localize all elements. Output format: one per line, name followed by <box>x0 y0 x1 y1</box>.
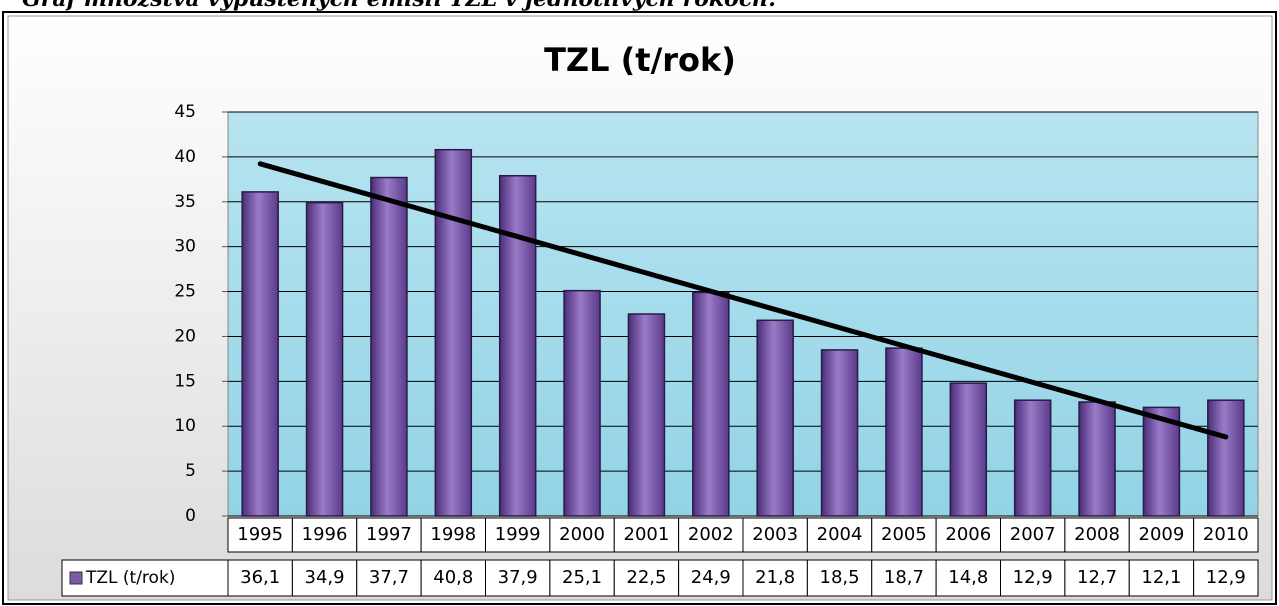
table-cell <box>1193 559 1259 597</box>
x-tick-label: 2008 <box>1074 524 1120 545</box>
y-tick-label: 45 <box>174 102 196 122</box>
chart-title: TZL (t/rok) <box>544 41 736 79</box>
x-tick-label: 2005 <box>881 524 927 545</box>
y-tick-label: 10 <box>174 416 196 436</box>
legend-swatch <box>69 571 83 585</box>
table-cell <box>549 559 615 597</box>
table-cell <box>935 559 1001 597</box>
y-tick-label: 25 <box>174 282 196 302</box>
table-cell <box>291 517 358 553</box>
table-cell <box>1064 559 1130 597</box>
table-cell <box>356 559 422 597</box>
y-tick-label: 0 <box>185 506 196 526</box>
bar <box>241 191 279 517</box>
table-cell <box>1064 517 1130 553</box>
data-label: 25,1 <box>562 567 602 588</box>
table-cell <box>1128 517 1195 553</box>
bar <box>627 313 666 517</box>
bar <box>885 347 923 517</box>
data-label: 40,8 <box>433 567 473 588</box>
x-tick-label: 1998 <box>430 524 476 545</box>
bar <box>498 174 537 517</box>
trendline <box>257 161 1229 440</box>
bar <box>1142 406 1181 517</box>
table-cell <box>742 517 808 553</box>
data-label: 22,5 <box>626 567 666 588</box>
data-label: 24,9 <box>691 567 731 588</box>
bar <box>1078 401 1116 517</box>
bar <box>949 382 988 517</box>
table-cell <box>613 559 680 597</box>
y-tick-label: 15 <box>174 371 196 391</box>
table-cell <box>1000 517 1066 553</box>
x-tick-label: 2009 <box>1139 524 1185 545</box>
y-tick-label: 40 <box>174 147 196 167</box>
table-cell <box>678 559 744 597</box>
table-cell <box>1000 559 1066 597</box>
table-cell <box>935 517 1001 553</box>
table-cell <box>1193 517 1259 553</box>
x-tick-label: 1995 <box>237 524 283 545</box>
bar <box>305 201 344 517</box>
data-label: 12,7 <box>1077 567 1117 588</box>
x-tick-label: 2004 <box>817 524 863 545</box>
table-cell <box>485 559 551 597</box>
table-cell <box>678 517 744 553</box>
data-label: 12,9 <box>1013 567 1053 588</box>
bar <box>692 291 730 517</box>
data-label: 12,9 <box>1206 567 1246 588</box>
data-label: 21,8 <box>755 567 795 588</box>
data-label: 18,7 <box>884 567 924 588</box>
data-label: 37,7 <box>369 567 409 588</box>
bar <box>756 319 794 517</box>
bar <box>1013 399 1052 517</box>
table-cell <box>291 559 358 597</box>
data-label: 36,1 <box>240 567 280 588</box>
y-tick-label: 20 <box>174 326 196 346</box>
table-legend-cell <box>61 559 229 597</box>
data-label: 18,5 <box>820 567 860 588</box>
bar <box>1207 399 1245 517</box>
x-tick-label: 2001 <box>624 524 670 545</box>
x-tick-label: 2002 <box>688 524 734 545</box>
data-label: 37,9 <box>498 567 538 588</box>
table-cell <box>227 517 293 553</box>
y-tick-label: 5 <box>185 461 196 481</box>
x-tick-label: 2010 <box>1203 524 1249 545</box>
table-cell <box>871 517 937 553</box>
data-label: 14,8 <box>948 567 988 588</box>
y-tick-label: 35 <box>174 192 196 212</box>
bar <box>820 349 859 517</box>
x-tick-label: 1999 <box>495 524 541 545</box>
table-cell <box>806 517 873 553</box>
legend-label: TZL (t/rok) <box>85 568 175 588</box>
x-tick-label: 1996 <box>302 524 348 545</box>
data-label: 34,9 <box>305 567 345 588</box>
table-cell <box>227 559 293 597</box>
table-cell <box>485 517 551 553</box>
x-tick-label: 1997 <box>366 524 412 545</box>
table-cell <box>356 517 422 553</box>
table-cell <box>549 517 615 553</box>
x-tick-label: 2007 <box>1010 524 1056 545</box>
bar <box>370 176 408 517</box>
bar <box>563 289 601 517</box>
outer-frame <box>2 11 1277 605</box>
bar <box>434 148 473 517</box>
table-cell <box>420 517 486 553</box>
data-label: 12,1 <box>1141 567 1181 588</box>
caption: Graf množstva vypustených emisií TZL v j… <box>22 0 776 12</box>
x-tick-label: 2000 <box>559 524 605 545</box>
marks <box>241 148 1245 517</box>
x-tick-label: 2006 <box>945 524 991 545</box>
y-tick-label: 30 <box>174 237 196 257</box>
x-tick-label: 2003 <box>752 524 798 545</box>
